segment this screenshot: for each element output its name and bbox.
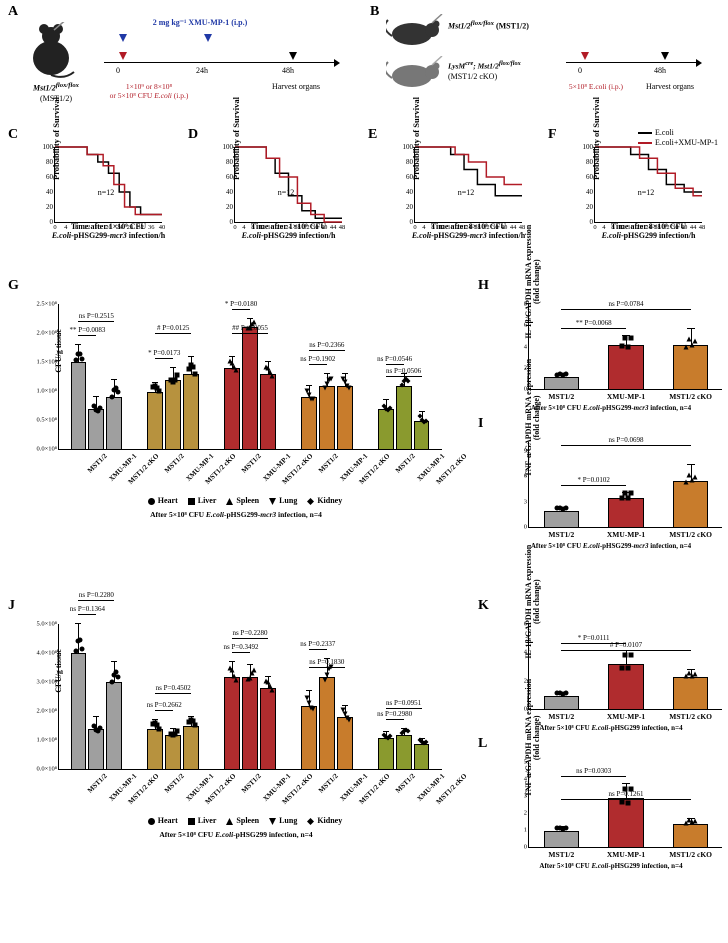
barplot-j: 0.0×10⁸1.0×10⁸2.0×10⁸3.0×10⁸4.0×10⁸5.0×1… — [26, 620, 446, 770]
panel-label-e: E — [368, 127, 377, 143]
survival-plot-d: 020406080100 04812162024283236404448 n=1… — [206, 141, 346, 251]
barplot-g: 0.0×10⁸0.5×10⁸1.0×10⁸1.5×10⁸2.0×10⁸2.5×1… — [26, 300, 446, 450]
panel-label-a: A — [8, 4, 18, 20]
barplot-i: 0369TNF-α/GAPDH mRNA expression(fold cha… — [496, 438, 726, 528]
panel-label-c: C — [8, 127, 18, 143]
panel-b-schematic: Mst1/2flox/flox (MST1/2) LysMcre; Mst1/2… — [386, 12, 716, 117]
panel-label-h: H — [478, 278, 489, 294]
panel-label-d: D — [188, 127, 198, 143]
panel-label-b: B — [370, 4, 379, 20]
survival-plot-c: 020406080100 0481216202428323640 n=12 Pr… — [26, 141, 166, 251]
panel-label-i: I — [478, 416, 483, 432]
barplot-l: 012345TNF-α/GAPDH mRNA expression(fold c… — [496, 758, 726, 848]
panel-label-f: F — [548, 127, 557, 143]
mouse-cko-icon — [386, 56, 446, 90]
survival-plot-e: 020406080100 04812162024283236404448 n=1… — [386, 141, 526, 251]
mouse-icon — [24, 22, 78, 78]
panel-label-l: L — [478, 736, 487, 752]
survival-legend: E.coli E.coli+XMU-MP-1 — [638, 128, 726, 147]
panel-label-g: G — [8, 278, 19, 294]
survival-plot-f: 020406080100 04812162024283236404448 n=1… — [566, 141, 706, 251]
panel-label-k: K — [478, 598, 489, 614]
panel-a-schematic: Mst1/2flox/flox (MST1/2) 2 mg kg⁻¹ XMU-M… — [24, 12, 354, 117]
panel-label-j: J — [8, 598, 15, 614]
mouse-wt-icon — [386, 14, 446, 48]
